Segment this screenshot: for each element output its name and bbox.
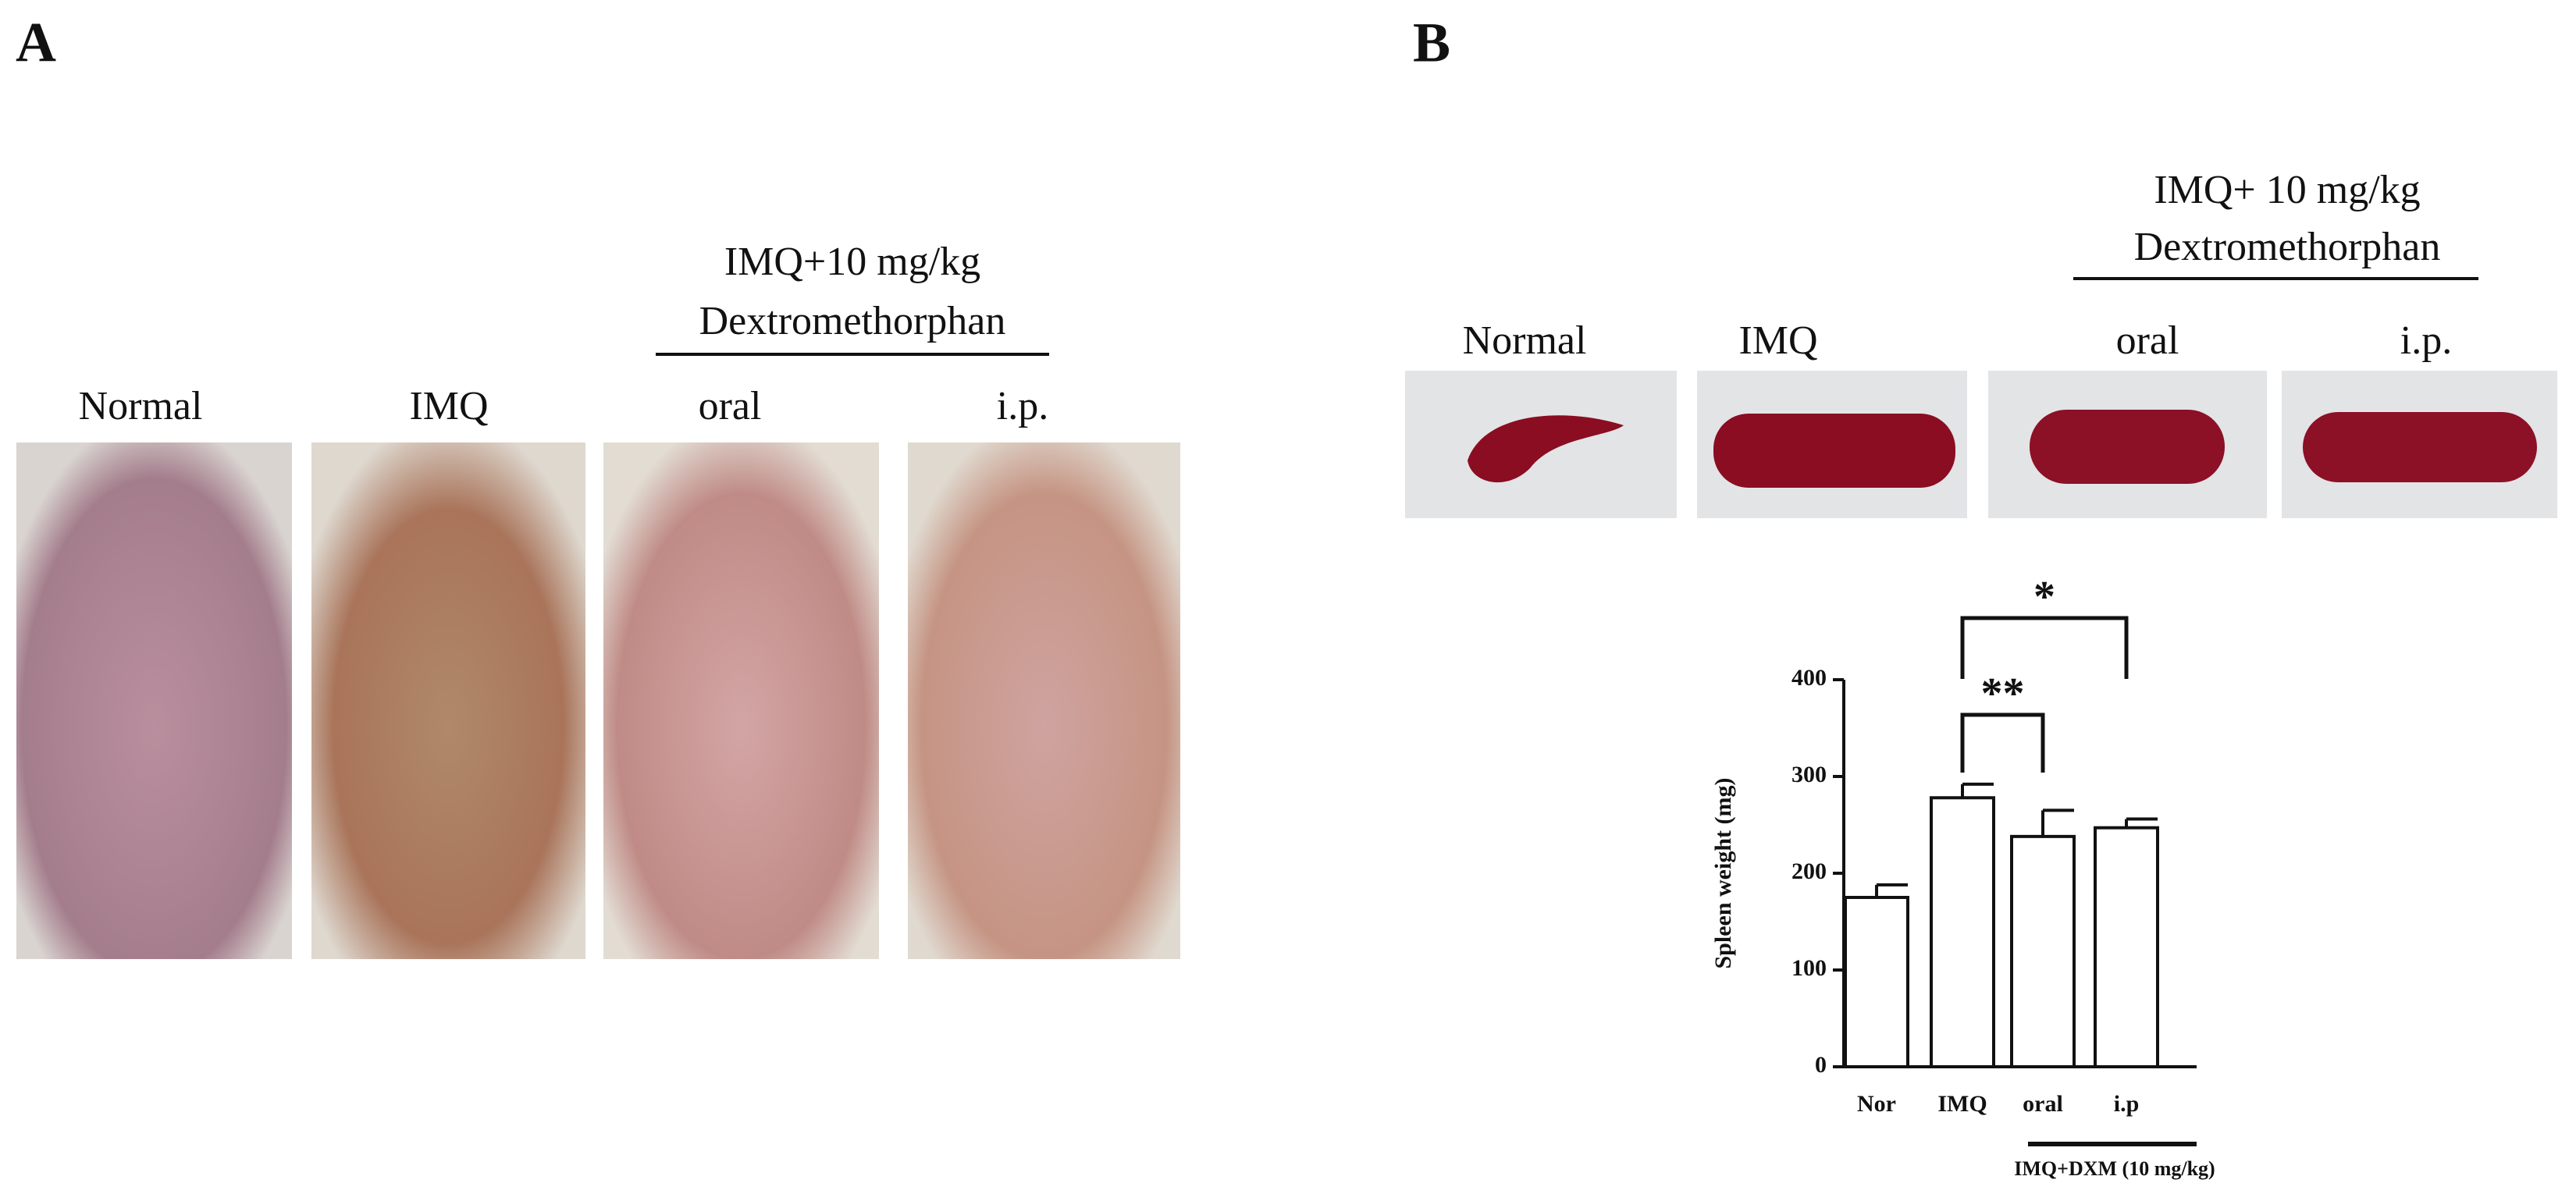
spleen [2303, 412, 2537, 482]
x-tick-label: IMQ [1937, 1091, 1987, 1117]
bar [2094, 826, 2159, 1068]
photo [603, 442, 879, 959]
y-tick-label: 200 [1791, 858, 1827, 884]
photo [311, 442, 585, 959]
y-tick-label: 100 [1791, 955, 1827, 981]
panel-label: B [1413, 12, 1450, 74]
panel-label: A [16, 12, 56, 74]
significance-bracket [1960, 712, 2045, 773]
group-header: Dextromethorphan [2134, 225, 2441, 269]
y-axis-label: Spleen weight (mg) [1710, 778, 1736, 969]
spleen [2030, 410, 2225, 484]
y-tick-label: 0 [1815, 1052, 1827, 1078]
x-tick-label: oral [2023, 1091, 2063, 1117]
bar [1930, 796, 1995, 1069]
significance-label: ** [1981, 670, 2025, 718]
y-tick-label: 400 [1791, 665, 1827, 691]
group-header: IMQ+ 10 mg/kg [2154, 168, 2420, 212]
photo-label: i.p. [2400, 318, 2452, 363]
group-label: IMQ+DXM (10 mg/kg) [2014, 1157, 2215, 1180]
bar [1844, 896, 1909, 1068]
group-header: Dextromethorphan [699, 299, 1006, 343]
bar-chart: 0 100 200 300 400 Spleen weight (mg) Nor IMQ ora… [1710, 573, 2215, 1180]
photo-label: IMQ [409, 384, 488, 428]
x-tick-label: i.p [2114, 1091, 2140, 1117]
photo-label: IMQ [1738, 318, 1817, 363]
significance-bracket [1960, 616, 2129, 679]
spleen [1468, 415, 1624, 483]
spleen [1713, 414, 1955, 488]
bar [2010, 834, 2076, 1068]
photo-label: Normal [1463, 318, 1587, 363]
photo [908, 442, 1180, 959]
y-tick-label: 300 [1791, 762, 1827, 787]
photo-label: oral [2116, 318, 2179, 363]
group-header: IMQ+10 mg/kg [724, 240, 980, 284]
photo-label: Normal [79, 384, 203, 428]
x-tick-label: Nor [1857, 1091, 1896, 1117]
photo [16, 442, 292, 959]
photo-label: oral [699, 384, 762, 428]
significance-label: * [2033, 573, 2055, 621]
photo-label: i.p. [997, 384, 1048, 428]
